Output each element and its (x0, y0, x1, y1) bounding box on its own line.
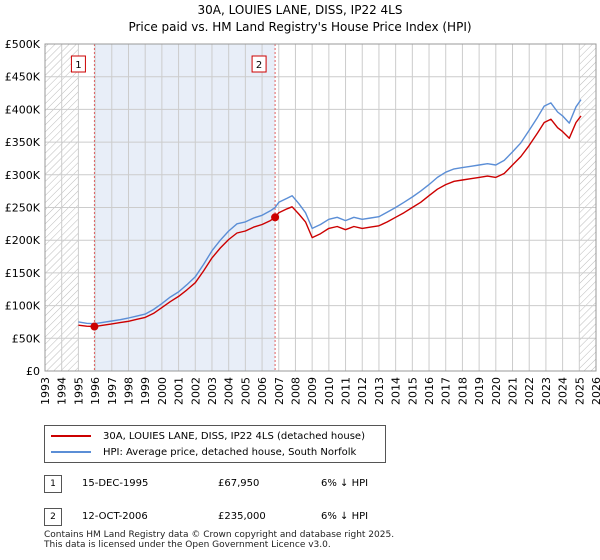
legend-item-property: 30A, LOUIES LANE, DISS, IP22 4LS (detach… (51, 428, 365, 444)
legend-swatch-property (51, 435, 91, 437)
transaction-date: 12-OCT-2006 (82, 511, 148, 522)
chart-subtitle: Price paid vs. HM Land Registry's House … (128, 20, 471, 34)
x-tick-label: 1997 (106, 377, 119, 405)
legend-swatch-hpi (51, 451, 91, 453)
legend-label-property: 30A, LOUIES LANE, DISS, IP22 4LS (detach… (103, 430, 365, 442)
property-series-line (78, 115, 582, 328)
x-tick-label: 1999 (139, 377, 152, 405)
legend: 30A, LOUIES LANE, DISS, IP22 4LS (detach… (44, 425, 386, 463)
transaction-row: 2 12-OCT-2006 £235,000 6% ↓ HPI (44, 508, 544, 526)
x-tick-label: 2002 (189, 377, 202, 405)
x-tick-label: 2009 (306, 377, 319, 405)
transaction-date: 15-DEC-1995 (82, 478, 149, 489)
x-tick-label: 2006 (256, 377, 269, 405)
plot-border (44, 43, 597, 372)
x-tick-label: 2025 (573, 377, 586, 405)
sale-marker-box (70, 55, 86, 73)
y-tick-label: £50K (12, 332, 41, 345)
y-tick-label: £200K (5, 234, 41, 247)
x-axis-ticks: 1993 1994 1995 1996 1997 1998 1999 2000 2001 2002… (39, 377, 600, 405)
footer-line: Contains HM Land Registry data © Crown c… (44, 530, 395, 540)
y-tick-label: £100K (5, 300, 41, 313)
transaction-marker: 1 (44, 475, 62, 493)
x-tick-label: 2012 (356, 377, 369, 405)
price-chart: 30A, LOUIES LANE, DISS, IP22 4LS Price p… (5, 3, 600, 405)
series-lines (78, 99, 582, 328)
y-tick-label: £500K (5, 38, 41, 51)
x-tick-label: 2000 (156, 377, 169, 405)
hpi-series-line (78, 99, 582, 325)
sale-point (90, 322, 99, 331)
x-tick-label: 2003 (206, 377, 219, 405)
x-tick-label: 1996 (89, 377, 102, 405)
x-tick-label: 2013 (373, 377, 386, 405)
sale-marker-box (251, 55, 267, 73)
transaction-price: £235,000 (218, 511, 266, 522)
x-tick-label: 2010 (323, 377, 336, 405)
transaction-hpi-diff: 6% ↓ HPI (321, 478, 369, 489)
transaction-price: £67,950 (218, 478, 260, 489)
x-tick-label: 1993 (39, 377, 52, 405)
y-axis-ticks: £0 £50K £100K £150K £200K £250K £300K £350K £400… (5, 38, 41, 378)
x-tick-label: 1994 (56, 377, 69, 405)
x-tick-label: 2018 (456, 377, 469, 405)
x-tick-label: 2019 (473, 377, 486, 405)
x-tick-label: 2016 (423, 377, 436, 405)
legend-item-hpi: HPI: Average price, detached house, Sout… (51, 444, 356, 460)
footer-line: This data is licensed under the Open Gov… (44, 540, 331, 550)
sale-marker-label: 1 (75, 60, 81, 71)
x-tick-label: 2020 (490, 377, 503, 405)
x-tick-label: 2004 (223, 377, 236, 405)
y-tick-label: £450K (5, 71, 41, 84)
x-tick-label: 2001 (173, 377, 186, 405)
x-tick-label: 2021 (507, 377, 520, 405)
transaction-hpi-diff: 6% ↓ HPI (321, 511, 369, 522)
x-tick-label: 2014 (390, 377, 403, 405)
sale-marker-label: 2 (256, 60, 262, 71)
x-tick-label: 2022 (523, 377, 536, 405)
legend-label-hpi: HPI: Average price, detached house, Sout… (103, 446, 357, 458)
y-tick-label: £300K (5, 169, 41, 182)
transaction-marker: 2 (44, 508, 62, 526)
x-tick-label: 2007 (273, 377, 286, 405)
x-tick-label: 2011 (340, 377, 353, 405)
grid-lines (44, 43, 597, 372)
x-tick-label: 2023 (540, 377, 553, 405)
x-tick-label: 2005 (239, 377, 252, 405)
x-tick-label: 2015 (406, 377, 419, 405)
transaction-row: 1 15-DEC-1995 £67,950 6% ↓ HPI (44, 475, 544, 493)
x-tick-label: 1998 (122, 377, 135, 405)
x-tick-label: 2008 (289, 377, 302, 405)
x-tick-label: 1995 (72, 377, 85, 405)
x-tick-label: 2017 (440, 377, 453, 405)
footer-attribution: Contains HM Land Registry data © Crown c… (44, 530, 394, 550)
y-tick-label: £250K (5, 202, 41, 215)
y-tick-label: £0 (26, 365, 40, 378)
y-tick-label: £400K (5, 103, 41, 116)
x-tick-label: 2024 (557, 377, 570, 405)
x-tick-label: 2026 (590, 377, 600, 405)
y-tick-label: £150K (5, 267, 41, 280)
chart-title: 30A, LOUIES LANE, DISS, IP22 4LS (198, 3, 403, 17)
sale-point (271, 213, 280, 222)
y-tick-label: £350K (5, 136, 41, 149)
